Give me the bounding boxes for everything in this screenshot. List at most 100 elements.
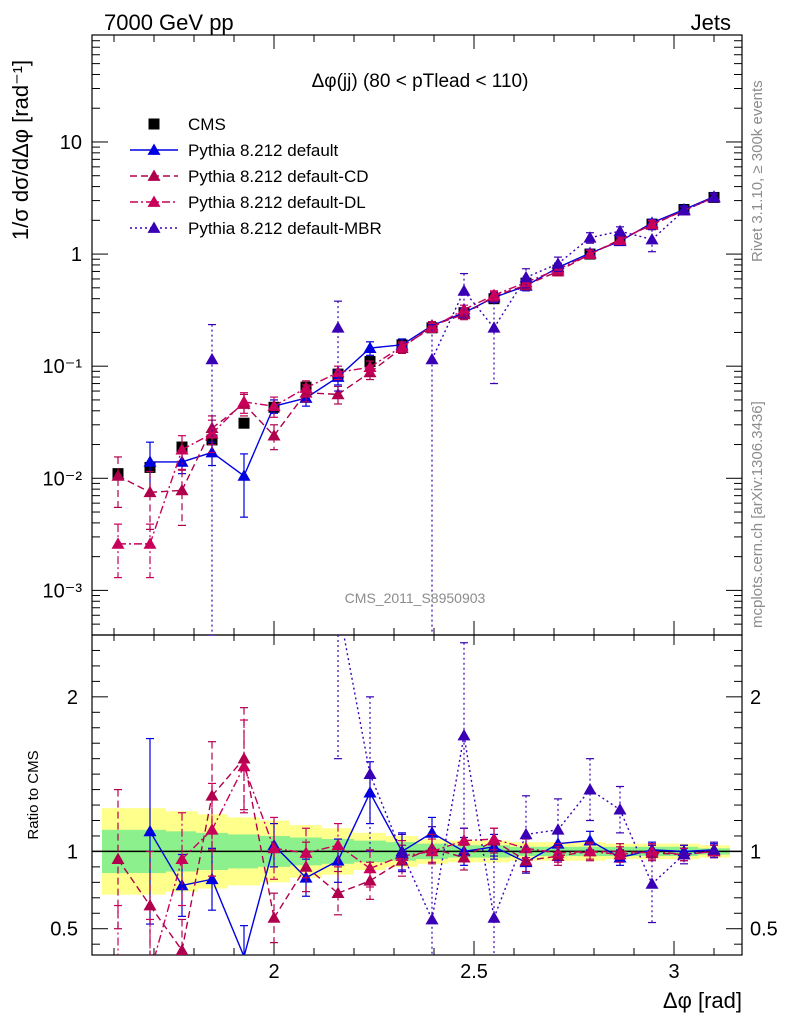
rivet-side-label: Rivet 3.1.10, ≥ 300k events (749, 80, 766, 262)
dl-ratio-marker (551, 846, 565, 858)
mbr-line-segment (619, 230, 653, 241)
dl-line-segment (401, 327, 433, 348)
mbr-ratio-line-segment (343, 635, 371, 775)
cd-line-segment (273, 392, 307, 437)
cd-line-segment (401, 325, 433, 349)
default-marker (237, 469, 251, 481)
cd-ratio-marker (175, 943, 189, 955)
mbr-ratio-marker (425, 912, 439, 925)
legend-dl-marker (147, 195, 161, 207)
main-series (111, 190, 721, 635)
cd-ratio-marker (457, 851, 471, 863)
cd-ratio-marker (111, 852, 125, 865)
mbr-ratio-line-segment (683, 849, 715, 856)
mbr-marker (331, 321, 345, 333)
cd-line-segment (305, 392, 339, 396)
dl-marker (363, 360, 377, 373)
default-line-segment (683, 196, 715, 211)
cd-ratio-marker (331, 886, 345, 899)
dl-ratio-marker (583, 844, 597, 857)
dl-ratio-line-segment (243, 766, 275, 849)
dl-marker (175, 443, 189, 455)
legend-cd-label: Pythia 8.212 default-CD (188, 167, 369, 186)
cd-ratio-marker (519, 854, 533, 866)
dl-ratio-line-segment (651, 850, 685, 856)
y-main-tick-label: 10⁻³ (43, 580, 83, 602)
legend-cms-marker (148, 118, 160, 130)
dl-ratio-line-segment (463, 838, 495, 842)
mbr-line-segment (557, 237, 591, 265)
ratio-series (111, 635, 721, 973)
category-label: Jets (691, 10, 731, 35)
cd-marker (111, 469, 125, 481)
analysis-id: CMS_2011_S8950903 (345, 590, 486, 606)
mbr-ratio-marker (645, 877, 659, 889)
cd-ratio-line-segment (369, 860, 403, 882)
dl-ratio-line-segment (589, 850, 621, 856)
dl-ratio-marker (425, 844, 439, 857)
dl-ratio-line-segment (154, 858, 183, 955)
default-ratio-marker (205, 872, 219, 885)
dl-marker (237, 395, 251, 407)
mbr-marker (457, 284, 471, 296)
dl-marker (645, 217, 659, 230)
default-ratio-line-segment (493, 846, 527, 863)
dl-marker (425, 321, 439, 333)
y-main-axis-label: 1/σ dσ/dΔφ [rad⁻¹] (8, 60, 33, 240)
cd-ratio-line-segment (557, 850, 591, 857)
svg-text:Rivet 3.1.10, ≥ 300k events: Rivet 3.1.10, ≥ 300k events (749, 80, 766, 262)
dl-line-segment (525, 268, 559, 283)
dl-ratio-line-segment (118, 967, 150, 973)
cd-marker (143, 485, 157, 498)
dl-ratio-line-segment (273, 847, 307, 854)
mbr-ratio-marker (487, 911, 501, 923)
dl-line-segment (337, 366, 371, 374)
dl-ratio-line-segment (525, 847, 559, 854)
dl-ratio-marker (331, 838, 345, 851)
legend-dl-label: Pythia 8.212 default-DL (188, 193, 366, 212)
cd-ratio-line-segment (243, 758, 275, 919)
cd-ratio-line-segment (651, 852, 685, 856)
default-marker (143, 455, 157, 467)
cd-ratio-line-segment (211, 758, 245, 797)
cd-ratio-line-segment (337, 880, 371, 894)
mbr-ratio-line-segment (619, 809, 653, 885)
legend-default-label: Pythia 8.212 default (188, 141, 339, 160)
mbr-marker (645, 232, 659, 245)
dl-ratio-marker (237, 759, 251, 772)
legend-default-marker (147, 143, 161, 155)
mbr-line-segment (589, 230, 621, 239)
mbr-ratio-line-segment (651, 854, 685, 885)
mbr-ratio-marker (583, 783, 597, 795)
svg-text:1/σ dσ/dΔφ [rad⁻¹]: 1/σ dσ/dΔφ [rad⁻¹] (8, 60, 33, 240)
mbr-ratio-marker (519, 827, 533, 840)
dl-ratio-marker (299, 846, 313, 858)
cd-ratio-marker (267, 911, 281, 923)
mbr-ratio-marker (677, 848, 691, 860)
legend-mbr-label: Pythia 8.212 default-MBR (188, 219, 382, 238)
mbr-line-segment (683, 196, 715, 212)
default-marker (175, 455, 189, 467)
dl-marker (487, 288, 501, 301)
mbr-marker (205, 352, 219, 365)
legend-mbr-marker (147, 221, 161, 233)
y-main-tick-label: 10⁻² (43, 468, 83, 490)
dl-ratio-marker (613, 848, 627, 860)
cd-ratio-line-segment (619, 850, 653, 854)
y-ratio-tick-label: 2 (67, 687, 78, 709)
dl-ratio-marker (457, 834, 471, 846)
mbr-ratio-marker (395, 846, 409, 858)
dl-marker (613, 233, 627, 246)
y-main-tick-label: 1 (71, 244, 82, 266)
y-ratio-tick-label-right: 1 (750, 841, 761, 863)
dl-ratio-line-segment (619, 850, 653, 856)
mbr-marker (519, 270, 533, 283)
mbr-ratio-marker (457, 728, 471, 741)
default-ratio-line-segment (369, 792, 403, 852)
cd-ratio-line-segment (117, 858, 151, 906)
dl-ratio-marker (205, 823, 219, 835)
energy-label: 7000 GeV pp (104, 10, 234, 35)
mbr-marker (487, 321, 501, 333)
x-tick-label: 3 (668, 961, 679, 983)
